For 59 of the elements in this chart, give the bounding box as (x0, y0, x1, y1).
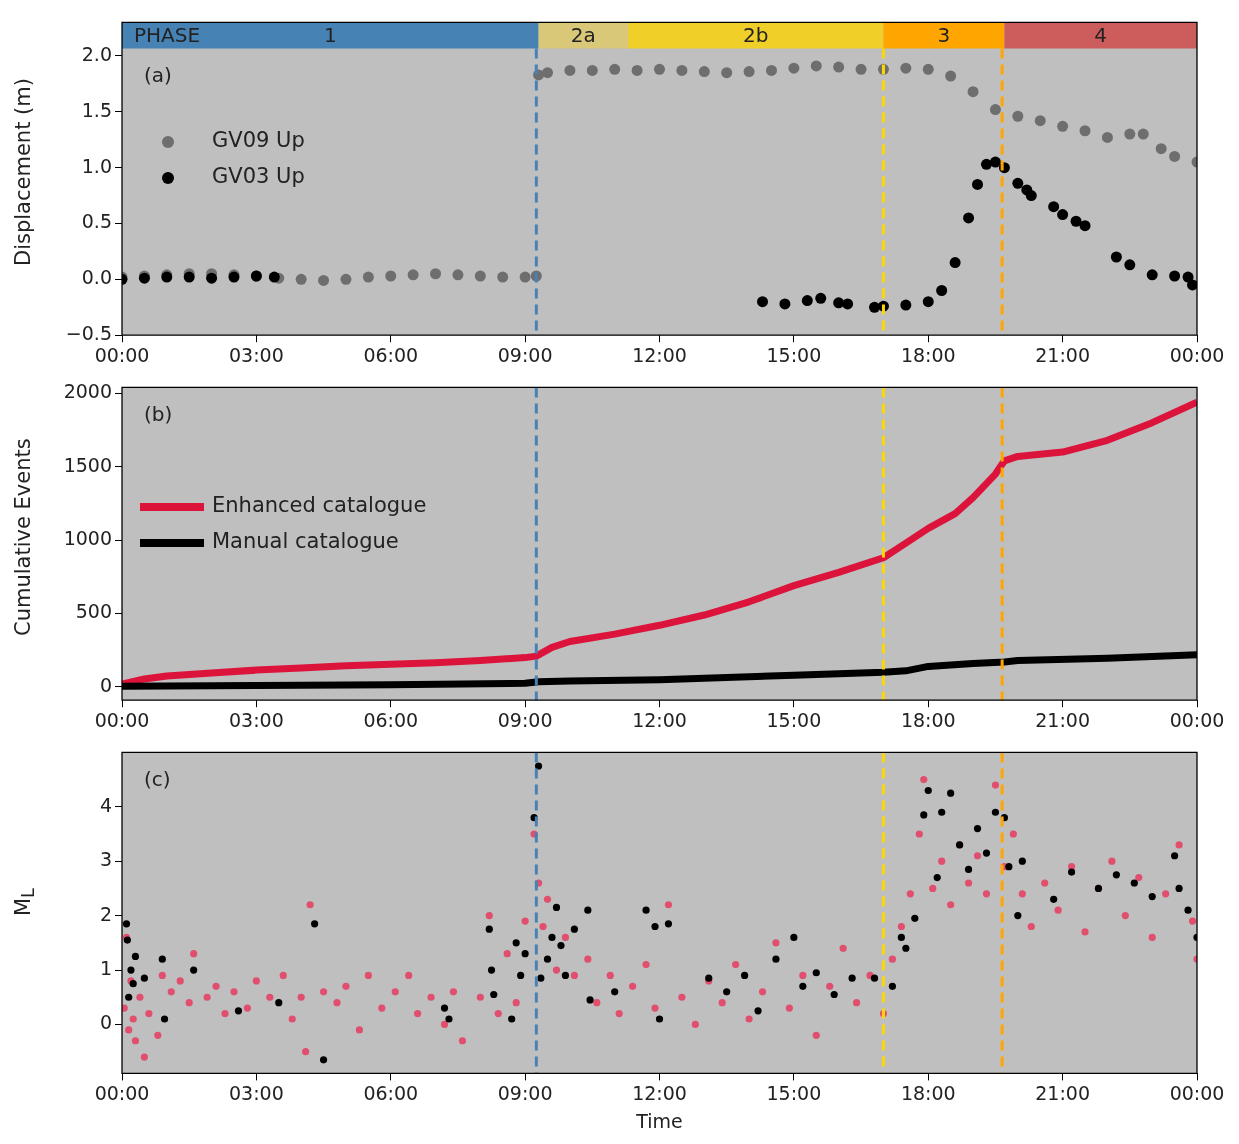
y-tick-label: 1 (99, 956, 112, 979)
band-label: 4 (1094, 22, 1108, 47)
x-tick-label: 15:00 (766, 1081, 822, 1104)
y-tick-label: 0.5 (81, 210, 112, 233)
x-axis-title: Time (635, 1109, 683, 1132)
annotation: (b) (144, 401, 173, 426)
x-tick-label: 06:00 (363, 1081, 419, 1104)
x-tick-label: 09:00 (497, 708, 553, 731)
band-label: 2b (743, 22, 769, 47)
x-tick-label: 09:00 (497, 343, 553, 366)
x-tick-label: 15:00 (766, 343, 822, 366)
x-tick-label: 12:00 (632, 1081, 687, 1104)
x-tick-label: 15:00 (766, 708, 822, 731)
y-tick-label: 2.0 (81, 42, 112, 65)
x-tick-label: 00:00 (1169, 343, 1225, 366)
annotation: PHASE (134, 22, 201, 47)
legend-label: Enhanced catalogue (212, 493, 427, 518)
legend-label: GV03 Up (212, 164, 305, 189)
y-tick-label: 0 (99, 673, 112, 696)
x-tick-label: 00:00 (94, 343, 150, 366)
x-tick-label: 06:00 (363, 708, 419, 731)
x-tick-label: 12:00 (632, 708, 687, 731)
x-tick-label: 03:00 (228, 708, 284, 731)
x-tick-label: 21:00 (1035, 343, 1091, 366)
legend-label: GV09 Up (212, 128, 305, 153)
band-label: 3 (937, 22, 951, 47)
y-tick-label: 1000 (63, 527, 112, 550)
y-tick-label: 1.0 (81, 154, 112, 177)
y-axis-title: Cumulative Events (10, 437, 36, 639)
y-tick-label: −0.5 (65, 322, 112, 345)
x-tick-label: 21:00 (1035, 708, 1091, 731)
y-tick-label: 1500 (63, 453, 112, 476)
x-tick-label: 00:00 (1169, 1081, 1225, 1104)
band-label: 2a (570, 22, 596, 47)
annotation: (a) (144, 62, 172, 87)
y-tick-label: 0 (99, 1011, 112, 1034)
annotation: (c) (144, 766, 171, 791)
x-tick-label: 18:00 (900, 708, 956, 731)
x-tick-label: 03:00 (228, 1081, 284, 1104)
x-tick-label: 00:00 (94, 708, 150, 731)
x-tick-label: 18:00 (900, 1081, 956, 1104)
band-label: 1 (323, 22, 337, 47)
x-tick-label: 18:00 (900, 343, 956, 366)
x-tick-label: 09:00 (497, 1081, 553, 1104)
x-tick-label: 12:00 (632, 343, 687, 366)
y-tick-label: 4 (99, 793, 112, 816)
y-tick-label: 3 (99, 848, 112, 871)
y-tick-label: 0.0 (81, 266, 112, 289)
legend-label: Manual catalogue (212, 529, 399, 554)
y-axis-title: Displacement (m) (10, 77, 36, 269)
x-tick-label: 03:00 (228, 343, 284, 366)
y-tick-label: 2 (99, 902, 112, 925)
y-tick-label: 500 (75, 600, 112, 623)
y-tick-label: 2000 (63, 380, 112, 403)
x-tick-label: 06:00 (363, 343, 419, 366)
x-tick-label: 00:00 (1169, 708, 1225, 731)
x-tick-label: 00:00 (94, 1081, 150, 1104)
y-tick-label: 1.5 (81, 98, 112, 121)
x-tick-label: 21:00 (1035, 1081, 1091, 1104)
